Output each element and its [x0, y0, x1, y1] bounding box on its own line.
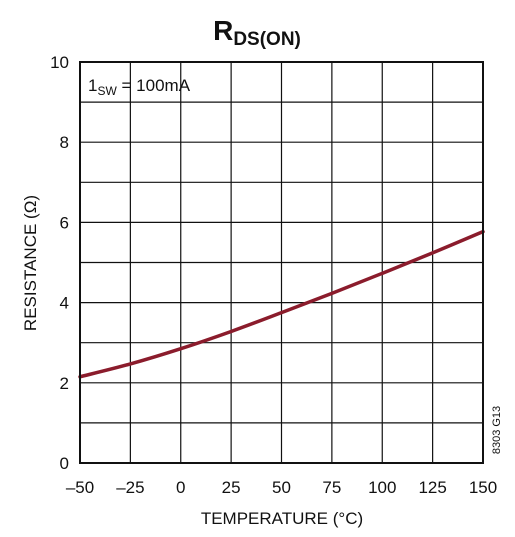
annotation-subscript: SW	[97, 84, 117, 98]
chart-title-subscript: DS(ON)	[233, 29, 301, 50]
x-tick-label: 0	[176, 478, 185, 497]
x-tick-labels: –50 –25 0 25 50 75 100 125 150	[66, 478, 497, 497]
x-tick-label: 100	[368, 478, 396, 497]
annotation-suffix: = 100mA	[117, 76, 191, 95]
x-tick-label: 25	[222, 478, 241, 497]
x-tick-label: 50	[272, 478, 291, 497]
grid-lines	[79, 61, 484, 464]
figure-id: 8303 G13	[491, 406, 503, 454]
y-tick-label: 6	[60, 213, 69, 232]
current-annotation: 1SW = 100mA	[88, 76, 191, 98]
series-layer	[78, 229, 485, 379]
y-tick-label: 8	[60, 133, 69, 152]
y-tick-label: 10	[50, 53, 69, 72]
y-tick-label: 2	[60, 374, 69, 393]
x-tick-label: 75	[322, 478, 341, 497]
y-tick-label: 4	[60, 294, 69, 313]
y-tick-labels: 0 2 4 6 8 10	[50, 53, 69, 473]
x-tick-label: –50	[66, 478, 94, 497]
x-tick-label: 150	[469, 478, 497, 497]
chart-title: RDS(ON)	[213, 15, 301, 50]
annotation-prefix: 1	[88, 76, 97, 95]
x-tick-label: –25	[116, 478, 144, 497]
x-tick-label: 125	[418, 478, 446, 497]
series-line-0	[78, 229, 485, 379]
chart-title-main: R	[213, 15, 233, 46]
y-tick-label: 0	[60, 454, 69, 473]
x-axis-label: TEMPERATURE (°C)	[201, 509, 363, 528]
y-axis-label: RESISTANCE (Ω)	[21, 195, 40, 331]
plot-frame	[79, 61, 484, 464]
